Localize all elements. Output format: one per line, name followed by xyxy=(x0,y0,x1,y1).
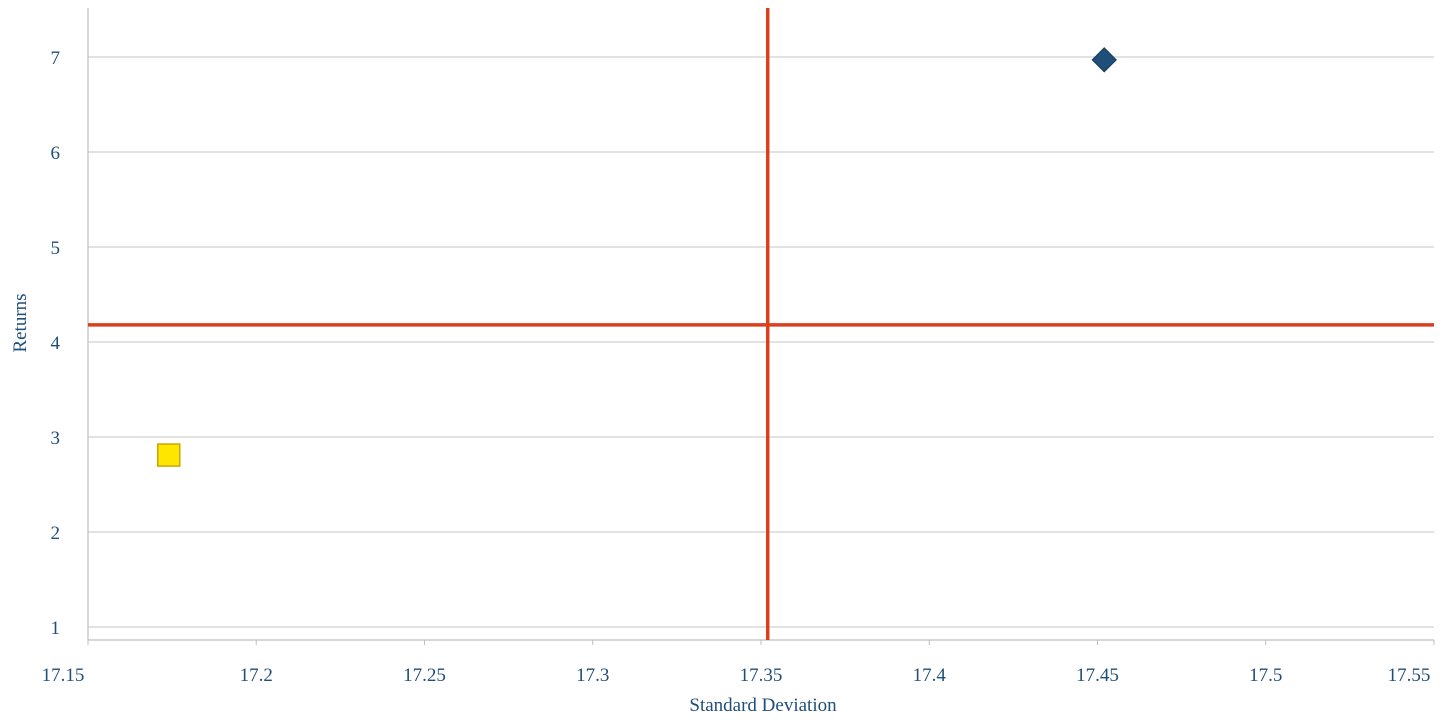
y-tick-label: 6 xyxy=(51,143,61,164)
grid-layer xyxy=(88,56,1434,628)
x-tick-label: 17.55 xyxy=(1388,665,1431,686)
y-tick-label: 4 xyxy=(51,333,61,354)
tick-labels: 1 2 3 4 5 6 7 17.15 17.2 17.25 17.3 17.35 17.4 17.45 1… xyxy=(42,48,1431,686)
y-tick-label: 2 xyxy=(51,523,61,544)
data-point-square xyxy=(157,443,181,467)
y-tick-label: 5 xyxy=(51,238,61,259)
x-tick-label: 17.2 xyxy=(240,665,273,686)
x-tick-label: 17.25 xyxy=(403,665,446,686)
y-tick-label: 1 xyxy=(51,618,61,639)
reference-lines xyxy=(88,8,1434,640)
y-tick-label: 3 xyxy=(51,428,61,449)
x-axis-title: Standard Deviation xyxy=(689,695,837,716)
x-tick-label: 17.5 xyxy=(1249,665,1282,686)
x-tick-label: 17.45 xyxy=(1076,665,1119,686)
x-tick-label: 17.15 xyxy=(42,665,85,686)
y-axis-title: Returns xyxy=(10,293,31,352)
data-points xyxy=(157,47,1117,467)
x-tick-label: 17.3 xyxy=(576,665,609,686)
x-tick-label: 17.4 xyxy=(913,665,947,686)
y-tick-label: 7 xyxy=(51,48,61,69)
x-tick-label: 17.35 xyxy=(740,665,783,686)
data-point-diamond xyxy=(1091,47,1117,73)
